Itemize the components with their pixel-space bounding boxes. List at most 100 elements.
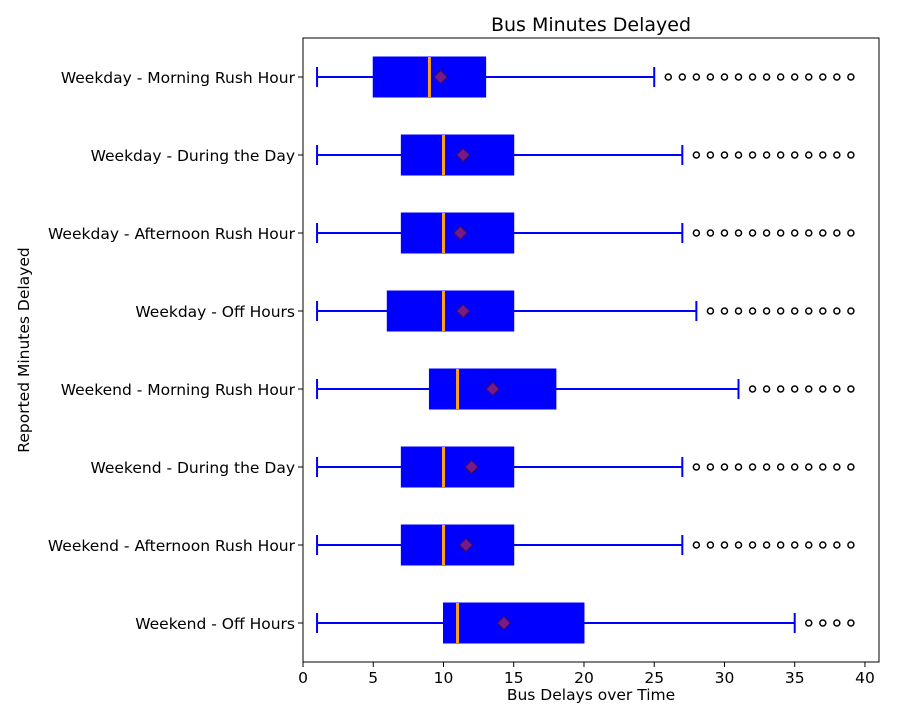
y-tick-label: Weekend - During the Day	[90, 459, 295, 477]
mean-marker	[455, 147, 471, 163]
outlier-point	[706, 463, 715, 471]
outlier-point	[819, 385, 827, 393]
x-tick-label: 20	[574, 669, 594, 687]
outlier-point	[790, 73, 799, 81]
outlier-point	[776, 385, 785, 393]
outlier-point	[847, 229, 855, 237]
outlier-point	[692, 229, 701, 237]
outlier-point	[833, 229, 841, 237]
outlier-point	[833, 619, 841, 627]
outlier-point	[833, 541, 841, 549]
outlier-point	[847, 73, 855, 81]
outlier-point	[692, 151, 701, 159]
y-tick-label: Weekend - Off Hours	[135, 615, 295, 633]
outlier-point	[692, 541, 701, 549]
outlier-point	[762, 73, 771, 81]
outlier-point	[748, 151, 757, 159]
mean-marker	[458, 537, 474, 553]
outlier-point	[833, 385, 841, 393]
mean-marker	[485, 381, 500, 397]
outlier-point	[776, 151, 785, 159]
x-tick-label: 40	[855, 669, 875, 687]
x-tick-label: 25	[644, 669, 664, 687]
outlier-point	[734, 151, 743, 159]
outlier-point	[748, 385, 757, 393]
y-tick-label: Weekday - Off Hours	[135, 303, 295, 321]
plot-area: 0 5 10 15 20 25 30 35 40 Weekday - Morning Rush H…	[48, 56, 875, 687]
outlier-point	[776, 307, 785, 315]
outlier-point	[805, 229, 813, 237]
outlier-point	[805, 73, 813, 81]
outlier-point	[833, 307, 841, 315]
mean-marker	[464, 459, 479, 475]
box-iqr	[400, 524, 515, 566]
outlier-point	[819, 73, 827, 81]
outlier-point	[847, 307, 855, 315]
outlier-point	[762, 151, 771, 159]
outlier-point	[734, 73, 743, 81]
outlier-point	[720, 151, 729, 159]
outlier-point	[720, 541, 729, 549]
outlier-point	[762, 385, 771, 393]
outlier-point	[776, 541, 785, 549]
mean-marker	[496, 615, 512, 631]
outlier-point	[805, 151, 813, 159]
outlier-point	[776, 229, 785, 237]
outlier-point	[748, 229, 757, 237]
x-tick-label: 10	[434, 669, 454, 687]
outlier-point	[720, 73, 729, 81]
outlier-point	[847, 541, 855, 549]
outlier-point	[720, 307, 729, 315]
outlier-point	[734, 229, 743, 237]
outlier-point	[734, 463, 743, 471]
outlier-point	[706, 541, 715, 549]
box-iqr	[442, 602, 585, 644]
outlier-point	[833, 463, 841, 471]
outlier-point	[734, 541, 743, 549]
outlier-point	[776, 463, 785, 471]
outlier-point	[748, 307, 757, 315]
outlier-point	[748, 73, 757, 81]
mean-marker	[433, 69, 448, 85]
x-axis-label: Bus Delays over Time	[507, 686, 675, 704]
outlier-point	[678, 73, 687, 81]
outlier-point	[805, 619, 813, 627]
box-iqr	[386, 290, 515, 332]
x-tick-label: 0	[298, 669, 308, 687]
outlier-point	[819, 229, 827, 237]
outlier-point	[762, 307, 771, 315]
outlier-point	[847, 385, 855, 393]
outlier-point	[692, 463, 701, 471]
outlier-point	[706, 73, 715, 81]
outlier-point	[847, 463, 855, 471]
outlier-point	[819, 307, 827, 315]
plot-frame	[302, 37, 880, 663]
outlier-point	[762, 463, 771, 471]
mean-marker	[453, 225, 468, 241]
outlier-point	[819, 463, 827, 471]
x-tick-label: 30	[715, 669, 735, 687]
outlier-point	[847, 151, 855, 159]
chart-title: Bus Minutes Delayed	[491, 14, 691, 36]
outlier-point	[734, 307, 743, 315]
box-iqr	[400, 446, 515, 488]
outlier-point	[748, 541, 757, 549]
x-tick-label: 5	[368, 669, 378, 687]
outlier-point	[790, 307, 799, 315]
outlier-point	[776, 73, 785, 81]
outlier-point	[762, 541, 771, 549]
outlier-point	[805, 307, 813, 315]
outlier-point	[805, 541, 813, 549]
outlier-point	[762, 229, 771, 237]
x-tick-label: 15	[504, 669, 524, 687]
outlier-point	[790, 385, 799, 393]
x-tick-label: 35	[785, 669, 805, 687]
outlier-point	[706, 307, 715, 315]
outlier-point	[847, 619, 855, 627]
outlier-point	[692, 73, 701, 81]
outlier-point	[819, 619, 827, 627]
outlier-point	[720, 229, 729, 237]
outlier-point	[748, 463, 757, 471]
